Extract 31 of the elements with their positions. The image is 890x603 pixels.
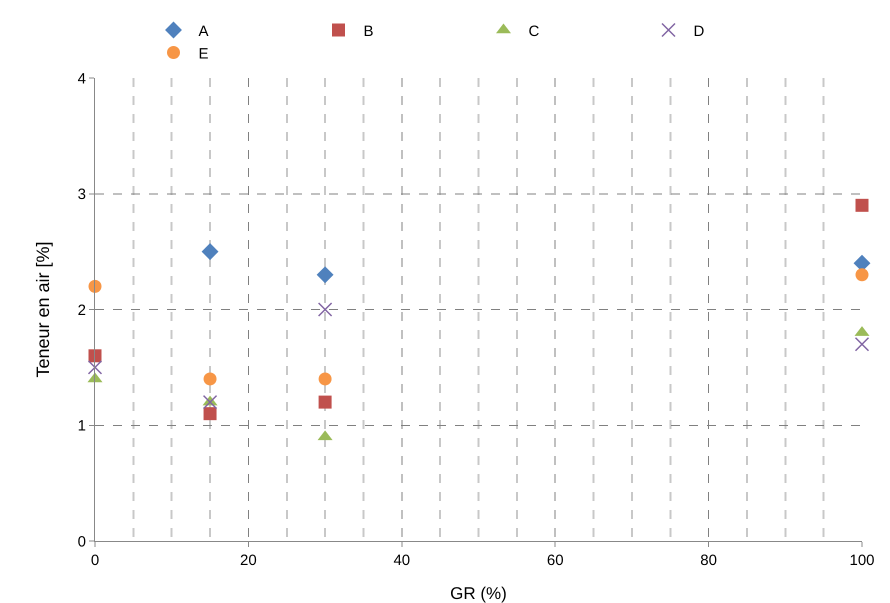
- legend-label: C: [528, 22, 540, 40]
- point: [854, 336, 870, 352]
- y-tick-label: 0: [78, 533, 86, 550]
- x-tick-label: 20: [240, 552, 257, 569]
- point: [318, 372, 332, 386]
- point: [88, 280, 102, 293]
- y-tick-label: 2: [78, 302, 86, 319]
- y-tick-label: 4: [78, 70, 86, 88]
- y-tick-label: 3: [78, 186, 86, 203]
- point: [202, 394, 218, 410]
- x-axis-title: GR (%): [450, 584, 507, 603]
- point: [88, 360, 102, 375]
- point: [856, 198, 868, 212]
- legend-label: D: [694, 22, 704, 40]
- point: [318, 396, 332, 409]
- point: [204, 372, 217, 386]
- legend-label: A: [198, 22, 209, 40]
- x-tick-label: 0: [90, 552, 100, 569]
- point: [202, 243, 218, 260]
- point: [856, 268, 868, 282]
- point: [316, 266, 334, 284]
- y-tick-label: 1: [78, 418, 86, 434]
- x-tick-label: 60: [546, 552, 564, 569]
- x-tick-label: 100: [849, 552, 875, 569]
- point: [204, 407, 217, 420]
- legend-label: E: [198, 45, 209, 62]
- legend-label: B: [364, 22, 374, 40]
- y-axis-title: Teneur en air [%]: [33, 241, 53, 378]
- x-tick-label: 80: [700, 552, 717, 569]
- point: [318, 302, 332, 317]
- x-tick-label: 40: [393, 552, 410, 569]
